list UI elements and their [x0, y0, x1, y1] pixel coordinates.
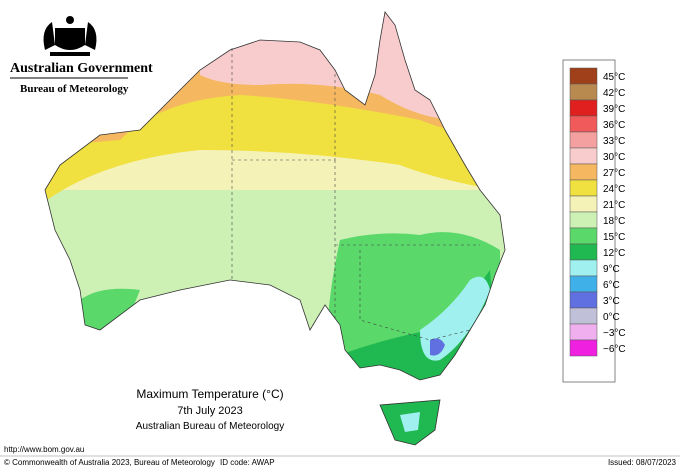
legend-swatch: [569, 227, 598, 245]
legend-swatch: [569, 163, 598, 181]
legend-swatch: [569, 275, 598, 293]
coastline: [44, 11, 506, 381]
legend-swatch: [569, 259, 598, 277]
legend-label: 39°C: [603, 104, 625, 115]
legend-label: 18°C: [603, 216, 625, 227]
footer-copyright: © Commonwealth of Australia 2023, Bureau…: [4, 458, 215, 467]
legend-swatch: [569, 243, 598, 261]
legend-swatch: [569, 99, 598, 117]
legend-swatch: [569, 67, 598, 85]
legend-label: 30°C: [603, 152, 625, 163]
legend-swatch: [569, 115, 598, 133]
legend-swatch: [569, 291, 598, 309]
map-date: 7th July 2023: [177, 405, 242, 417]
legend-swatch: [569, 179, 598, 197]
agency-name: Bureau of Meteorology: [20, 83, 129, 95]
legend-swatch: [569, 195, 598, 213]
legend-swatch: [569, 83, 598, 101]
legend-label: 33°C: [603, 136, 625, 147]
legend-swatch: [569, 211, 598, 229]
legend: 45°C 42°C 39°C 36°C 33°C 30°C 27°C 24°C 21°C 18°C…: [569, 67, 626, 357]
footer-url: http://www.bom.gov.au: [4, 445, 84, 454]
temperature-map: [45, 12, 505, 380]
government-name: Australian Government: [10, 61, 153, 76]
coat-of-arms: [43, 16, 97, 56]
legend-label: 6°C: [603, 280, 620, 291]
footer-issued: Issued: 08/07/2023: [608, 458, 677, 467]
legend-label: 3°C: [603, 296, 620, 307]
legend-swatch: [569, 339, 598, 357]
legend-label: 27°C: [603, 168, 625, 179]
legend-swatch: [569, 131, 598, 149]
tasmania-cold: [400, 412, 420, 432]
legend-label: 0°C: [603, 312, 620, 323]
legend-label: 42°C: [603, 88, 625, 99]
legend-label: 45°C: [603, 72, 625, 83]
legend-swatch: [569, 307, 598, 325]
legend-label: 36°C: [603, 120, 625, 131]
footer-id: ID code: AWAP: [220, 458, 275, 467]
legend-label: −3°C: [603, 328, 626, 339]
legend-label: 9°C: [603, 264, 620, 275]
state-borders: [231, 48, 480, 341]
legend-label: 21°C: [603, 200, 625, 211]
map-source: Australian Bureau of Meteorology: [136, 421, 284, 432]
legend-label: −6°C: [603, 344, 626, 355]
legend-swatch: [569, 147, 598, 165]
legend-label: 12°C: [603, 248, 625, 259]
legend-swatch: [569, 323, 598, 341]
map-title: Maximum Temperature (°C): [136, 387, 283, 401]
legend-label: 15°C: [603, 232, 625, 243]
legend-label: 24°C: [603, 184, 625, 195]
